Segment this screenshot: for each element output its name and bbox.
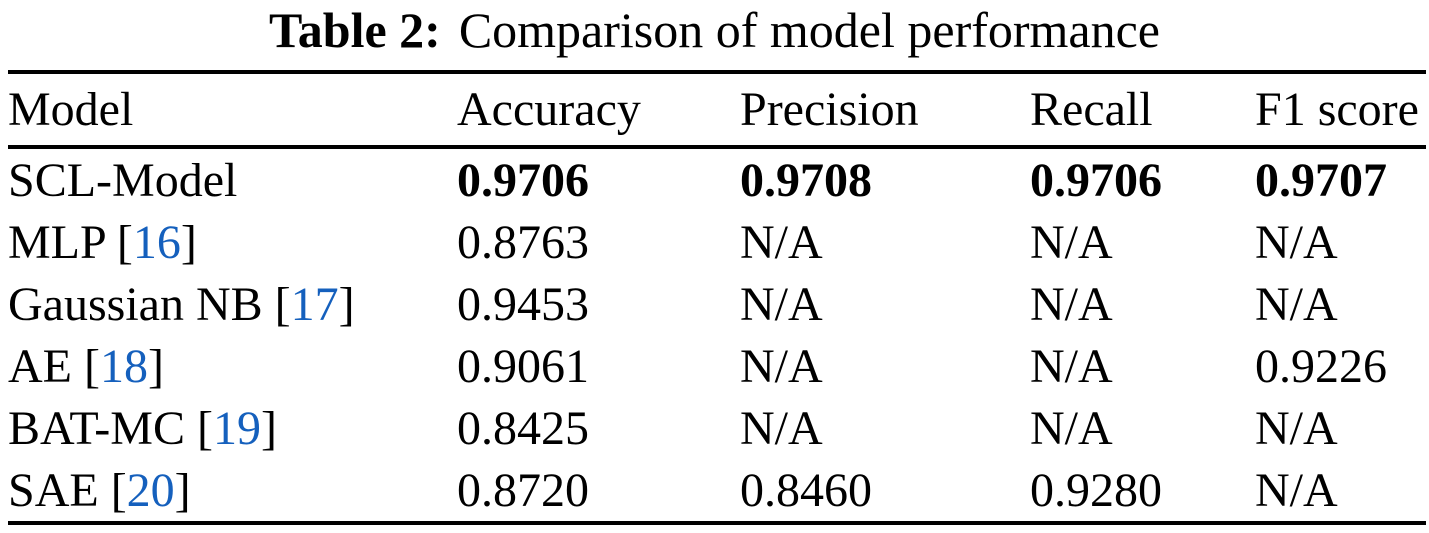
model-cell: SAE [20] [8,459,457,523]
model-cell: MLP [16] [8,211,457,273]
accuracy-cell: 0.9453 [457,277,589,331]
citation-link[interactable]: 19 [212,401,261,455]
table-caption: Table 2: Comparison of model performance [0,0,1429,70]
accuracy-cell: 0.9061 [457,339,589,393]
model-name: Gaussian NB [8,277,263,331]
model-name: SCL-Model [8,153,238,207]
citation-link[interactable]: 18 [99,339,148,393]
f1-cell: N/A [1255,277,1338,331]
citation-bracket: ] [260,401,277,455]
precision-cell: N/A [740,339,823,393]
recall-cell: 0.9280 [1030,463,1162,517]
f1-cell: N/A [1255,401,1338,455]
precision-cell: N/A [740,215,823,269]
precision-cell: N/A [740,401,823,455]
f1-cell: 0.9226 [1255,339,1387,393]
model-cell: Gaussian NB [17] [8,273,457,335]
citation-bracket: ] [174,463,191,517]
model-name: BAT-MC [8,401,185,455]
column-header-precision: Precision [740,72,1030,149]
column-header-model: Model [8,72,457,149]
citation-bracket: [ [98,463,127,517]
citation-link[interactable]: 17 [290,277,339,331]
citation-bracket: ] [180,215,197,269]
citation-link[interactable]: 20 [126,463,175,517]
precision-cell: N/A [740,277,823,331]
citation-bracket: ] [338,277,355,331]
table-row: AE [18] 0.9061 N/A N/A 0.9226 [8,335,1426,397]
accuracy-cell: 0.8720 [457,463,589,517]
recall-cell: N/A [1030,277,1113,331]
table-row: MLP [16] 0.8763 N/A N/A N/A [8,211,1426,273]
model-cell: BAT-MC [19] [8,397,457,459]
table-caption-label: Table 2: [269,2,441,58]
recall-cell: N/A [1030,215,1113,269]
header-row: Model Accuracy Precision Recall F1 score [8,72,1426,149]
model-name: MLP [8,215,105,269]
model-cell: AE [18] [8,335,457,397]
table-row: SAE [20] 0.8720 0.8460 0.9280 N/A [8,459,1426,523]
precision-cell: 0.9708 [740,153,872,207]
column-header-recall: Recall [1030,72,1255,149]
citation-bracket: [ [71,339,100,393]
recall-cell: N/A [1030,339,1113,393]
recall-cell: N/A [1030,401,1113,455]
column-header-accuracy: Accuracy [457,72,740,149]
f1-cell: 0.9707 [1255,153,1387,207]
accuracy-cell: 0.8763 [457,215,589,269]
model-name: SAE [8,463,99,517]
table-row: SCL-Model 0.9706 0.9708 0.9706 0.9707 [8,147,1426,211]
model-name: AE [8,339,72,393]
citation-bracket: [ [184,401,213,455]
recall-cell: 0.9706 [1030,153,1162,207]
precision-cell: 0.8460 [740,463,872,517]
citation-link[interactable]: 16 [132,215,181,269]
table-row: Gaussian NB [17] 0.9453 N/A N/A N/A [8,273,1426,335]
citation-bracket: [ [262,277,291,331]
accuracy-cell: 0.8425 [457,401,589,455]
citation-bracket: ] [147,339,164,393]
f1-cell: N/A [1255,215,1338,269]
accuracy-cell: 0.9706 [457,153,589,207]
table-row: BAT-MC [19] 0.8425 N/A N/A N/A [8,397,1426,459]
citation-bracket: [ [104,215,133,269]
model-cell: SCL-Model [8,147,457,211]
column-header-f1: F1 score [1255,72,1426,149]
table-caption-text: Comparison of model performance [458,2,1160,58]
model-performance-table: Model Accuracy Precision Recall F1 score… [8,70,1426,525]
f1-cell: N/A [1255,463,1338,517]
